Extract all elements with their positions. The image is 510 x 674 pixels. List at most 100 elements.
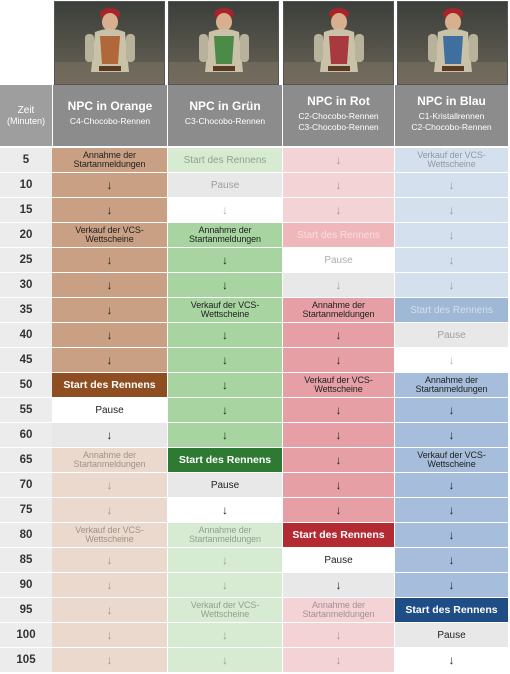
schedule-cell-npc-green: Pause	[168, 173, 282, 197]
table-row: 20 Verkauf der VCS- Wettscheine Annahme de…	[0, 223, 510, 248]
table-row: 15 ↓ ↓ ↓ ↓	[0, 198, 510, 223]
table-row: 5 Annahme der Startanmeldungen Start des R…	[0, 148, 510, 173]
time-cell: 70	[0, 473, 52, 497]
schedule-cell-npc-blue: ↓	[395, 548, 508, 572]
schedule-cell-npc-orange: ↓	[52, 248, 167, 272]
schedule-cell-npc-red: ↓	[283, 498, 394, 522]
header-npc-orange: NPC in Orange C4-Chocobo-Rennen	[53, 85, 167, 146]
npc-green-race-1: C3-Chocobo-Rennen	[184, 116, 266, 126]
schedule-cell-npc-green: ↓	[168, 323, 282, 347]
schedule-cell-npc-green: Verkauf der VCS- Wettscheine	[168, 598, 282, 622]
schedule-cell-npc-orange: ↓	[52, 598, 167, 622]
schedule-cell-npc-green: ↓	[168, 373, 282, 397]
schedule-cell-npc-red: ↓	[283, 323, 394, 347]
npc-blue-name: NPC in Blau	[417, 94, 486, 108]
schedule-cell-npc-orange: ↓	[52, 423, 167, 447]
schedule-cell-npc-red: ↓	[283, 648, 394, 672]
table-row: 45 ↓ ↓ ↓ ↓	[0, 348, 510, 373]
time-cell: 35	[0, 298, 52, 322]
table-row: 80 Verkauf der VCS- Wettscheine Annahme de…	[0, 523, 510, 548]
portrait-npc-red	[283, 1, 394, 85]
schedule-cell-npc-green: Start des Rennens	[168, 148, 282, 172]
schedule-cell-npc-red: ↓	[283, 173, 394, 197]
schedule-cell-npc-green: ↓	[168, 348, 282, 372]
time-cell: 55	[0, 398, 52, 422]
schedule-cell-npc-orange: ↓	[52, 323, 167, 347]
time-cell: 10	[0, 173, 52, 197]
table-row: 100 ↓ ↓ ↓ Pause	[0, 623, 510, 648]
table-row: 55 Pause ↓ ↓ ↓	[0, 398, 510, 423]
header-minuten-label: (Minuten)	[6, 116, 45, 126]
time-cell: 90	[0, 573, 52, 597]
schedule-cell-npc-orange: ↓	[52, 648, 167, 672]
schedule-cell-npc-green: ↓	[168, 398, 282, 422]
schedule-cell-npc-red: Pause	[283, 548, 394, 572]
table-row: 70 ↓ Pause ↓ ↓	[0, 473, 510, 498]
schedule-cell-npc-green: Start des Rennens	[168, 448, 282, 472]
schedule-cell-npc-blue: ↓	[395, 648, 508, 672]
table-row: 10 ↓ Pause ↓ ↓	[0, 173, 510, 198]
schedule-cell-npc-blue: ↓	[395, 398, 508, 422]
portrait-npc-orange	[54, 1, 165, 85]
schedule-cell-npc-red: ↓	[283, 423, 394, 447]
schedule-cell-npc-orange: Verkauf der VCS- Wettscheine	[52, 223, 167, 247]
schedule-cell-npc-green: ↓	[168, 573, 282, 597]
time-cell: 45	[0, 348, 52, 372]
table-row: 105 ↓ ↓ ↓ ↓	[0, 648, 510, 673]
schedule-cell-npc-green: Verkauf der VCS- Wettscheine	[168, 298, 282, 322]
schedule-cell-npc-red: ↓	[283, 198, 394, 222]
table-row: 50 Start des Rennens ↓ Verkauf der VCS- Wet…	[0, 373, 510, 398]
schedule-cell-npc-orange: ↓	[52, 548, 167, 572]
schedule-cell-npc-red: Verkauf der VCS- Wettscheine	[283, 373, 394, 397]
table-row: 65 Annahme der Startanmeldungen Start des …	[0, 448, 510, 473]
npc-red-race-2: C3-Chocobo-Rennen	[298, 122, 379, 132]
schedule-cell-npc-red: ↓	[283, 398, 394, 422]
time-cell: 50	[0, 373, 52, 397]
schedule-cell-npc-green: ↓	[168, 498, 282, 522]
schedule-cell-npc-blue: Verkauf der VCS- Wettscheine	[395, 448, 508, 472]
schedule-cell-npc-orange: ↓	[52, 498, 167, 522]
time-cell: 60	[0, 423, 52, 447]
npc-blue-race-1: C1-Kristallrennen	[418, 111, 485, 121]
schedule-cell-npc-orange: Pause	[52, 398, 167, 422]
table-row: 85 ↓ ↓ Pause ↓	[0, 548, 510, 573]
schedule-cell-npc-blue: ↓	[395, 523, 508, 547]
time-cell: 95	[0, 598, 52, 622]
npc-green-name: NPC in Grün	[189, 99, 261, 113]
schedule-cell-npc-green: ↓	[168, 273, 282, 297]
time-cell: 65	[0, 448, 52, 472]
portrait-npc-green	[168, 1, 279, 85]
schedule-cell-npc-blue: ↓	[395, 198, 508, 222]
schedule-cell-npc-blue: ↓	[395, 423, 508, 447]
table-row: 40 ↓ ↓ ↓ Pause	[0, 323, 510, 348]
schedule-cell-npc-green: ↓	[168, 198, 282, 222]
schedule-cell-npc-red: Annahme der Startanmeldungen	[283, 598, 394, 622]
time-cell: 30	[0, 273, 52, 297]
table-row: 30 ↓ ↓ ↓ ↓	[0, 273, 510, 298]
npc-blue-race-2: C2-Chocobo-Rennen	[411, 122, 492, 132]
npc-orange-race-1: C4-Chocobo-Rennen	[69, 116, 151, 126]
schedule-cell-npc-orange: Verkauf der VCS- Wettscheine	[52, 523, 167, 547]
schedule-cell-npc-green: Annahme der Startanmeldungen	[168, 523, 282, 547]
schedule-cell-npc-orange: Annahme der Startanmeldungen	[52, 148, 167, 172]
schedule-cell-npc-blue: ↓	[395, 498, 508, 522]
schedule-cell-npc-blue: Pause	[395, 323, 508, 347]
schedule-cell-npc-green: ↓	[168, 423, 282, 447]
schedule-cell-npc-red: ↓	[283, 348, 394, 372]
schedule-cell-npc-blue: ↓	[395, 573, 508, 597]
schedule-cell-npc-blue: ↓	[395, 223, 508, 247]
schedule-cell-npc-orange: Annahme der Startanmeldungen	[52, 448, 167, 472]
schedule-cell-npc-green: ↓	[168, 548, 282, 572]
schedule-cell-npc-red: ↓	[283, 148, 394, 172]
time-cell: 85	[0, 548, 52, 572]
schedule-cell-npc-red: Pause	[283, 248, 394, 272]
table-row: 75 ↓ ↓ ↓ ↓	[0, 498, 510, 523]
schedule-cell-npc-orange: ↓	[52, 198, 167, 222]
schedule-cell-npc-green: ↓	[168, 648, 282, 672]
schedule-cell-npc-red: Annahme der Startanmeldungen	[283, 298, 394, 322]
header-time-column: Zeit (Minuten)	[0, 85, 52, 146]
schedule-cell-npc-blue: Verkauf der VCS- Wettscheine	[395, 148, 508, 172]
npc-orange-name: NPC in Orange	[67, 99, 153, 113]
schedule-cell-npc-red: Start des Rennens	[283, 223, 394, 247]
header-zeit-label: Zeit	[17, 105, 35, 116]
